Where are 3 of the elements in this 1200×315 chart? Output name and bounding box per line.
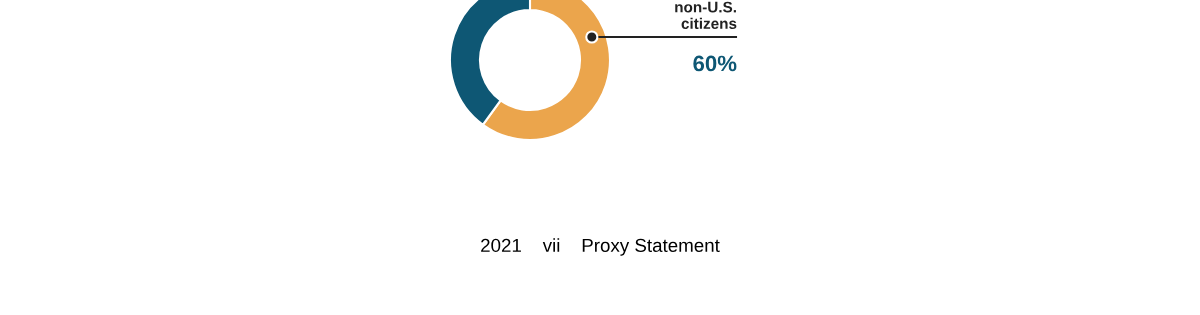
text: 2021 vii Proxy Statement — [481, 238, 720, 256]
slice-label: non-U.S. citizens — [675, 1, 737, 29]
data-label: 60% — [693, 55, 737, 72]
